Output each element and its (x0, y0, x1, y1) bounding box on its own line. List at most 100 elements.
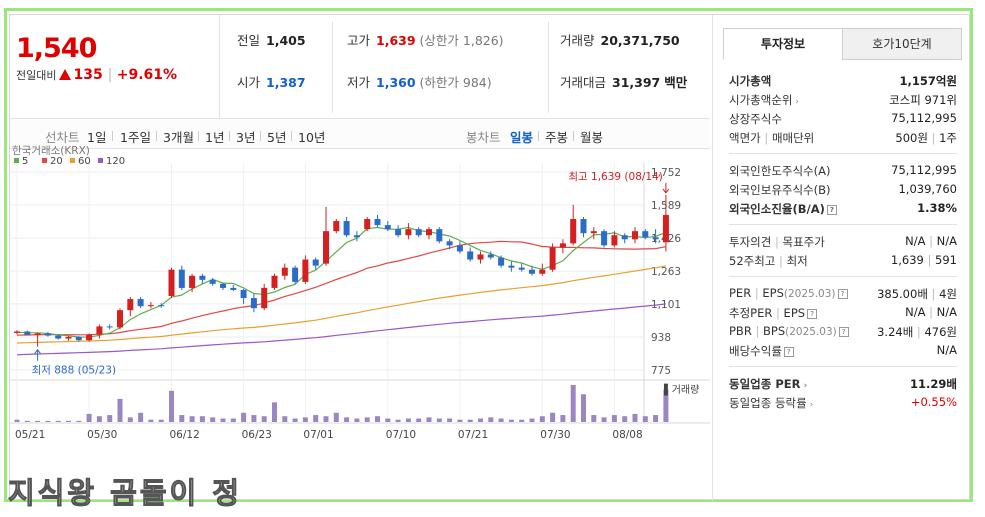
help-icon[interactable]: ? (838, 327, 849, 337)
help-icon[interactable]: ? (837, 289, 848, 299)
info-row-label: PBR | BPS(2025.03)? (729, 324, 849, 338)
info-row: 외국인소진율(B/A)? 1.38% (729, 201, 957, 219)
info-row: PBR | BPS(2025.03)? 3.24배 | 476원 (729, 324, 957, 342)
candle-body (570, 219, 577, 244)
volume-bar (45, 420, 51, 422)
info-row-label: 추정PER | EPS? (729, 305, 818, 321)
info-row: 시가총액순위 › 코스피 971위 (729, 92, 957, 110)
candle-monthly[interactable]: 월봉 (580, 130, 604, 145)
candle-body (189, 275, 196, 288)
candle-body (549, 247, 556, 270)
info-row-label: 배당수익률? (729, 343, 794, 359)
tab-quote-10[interactable]: 호가10단계 (842, 28, 962, 60)
volume-bar (107, 415, 113, 422)
y-tick-label: 1,752 (651, 167, 681, 179)
volume-bar (313, 415, 319, 422)
screenshot-frame (4, 8, 973, 502)
candle-body (34, 333, 41, 335)
candle-body (395, 229, 402, 236)
volume-bar (272, 402, 277, 422)
candle-body (353, 235, 360, 238)
period-3y[interactable]: 3년 (236, 130, 256, 145)
ma-line-120 (16, 303, 666, 356)
volume-bar (364, 417, 370, 422)
period-10y[interactable]: 10년 (298, 130, 326, 145)
x-tick-label: 07/21 (458, 429, 488, 441)
up-triangle-icon (59, 69, 72, 80)
help-icon[interactable]: ? (807, 309, 818, 319)
volume-bar (333, 412, 339, 422)
candle-body (199, 275, 206, 280)
info-row: 외국인보유주식수(B) 1,039,760 (729, 182, 957, 200)
change-row: 전일대비 135 | +9.61% (16, 67, 178, 83)
volume-bar (550, 412, 556, 422)
volume-bar (601, 417, 607, 422)
candle-body (632, 231, 638, 240)
candle-body (364, 219, 371, 230)
volume-bar (158, 419, 164, 422)
candle-chart-label: 봉차트 (466, 130, 501, 145)
candle-body (230, 287, 237, 290)
info-row-label: 52주최고 | 최저 (729, 254, 808, 268)
volume-bar (457, 419, 463, 422)
candle-body (55, 335, 62, 339)
info-row: 상장주식수 75,112,995 (729, 111, 957, 129)
candle-body (147, 305, 154, 307)
x-tick-label: 06/23 (242, 429, 272, 441)
candle-body (323, 231, 329, 264)
candle-body (65, 336, 72, 339)
min-label: 최저 888 (05/23) (32, 365, 117, 377)
info-row-value: 385.00배 | 4원 (877, 287, 957, 301)
quote-header: 1,540 전일대비 135 | +9.61% 전일 1,405 시가 1,387 고… (10, 15, 710, 119)
chevron-right-icon[interactable]: › (800, 381, 808, 391)
candle-body (24, 331, 31, 335)
info-row-label: PER | EPS(2025.03)? (729, 286, 848, 300)
period-1y[interactable]: 1년 (205, 130, 225, 145)
candle-body (333, 221, 340, 232)
volume-bar (663, 389, 669, 422)
info-row: 투자의견 | 목표주가 N/A | N/A (729, 234, 957, 252)
info-row-label: 시가총액순위 › (729, 93, 799, 107)
x-tick-label: 05/21 (15, 429, 45, 441)
candle-daily[interactable]: 일봉 (510, 130, 534, 145)
legend-label: 5 (22, 156, 28, 167)
info-row-label: 상장주식수 (729, 112, 782, 126)
volume-stat: 거래량 20,371,750 (560, 33, 680, 48)
candle-body (590, 231, 597, 234)
candle-body (117, 310, 123, 328)
candle-body (467, 251, 474, 260)
volume-bar (436, 418, 442, 422)
stock-widget: 1,540 전일대비 135 | +9.61% 전일 1,405 시가 1,387 고… (9, 14, 970, 501)
price-chart: 1,7521,5891,4261,2631,10193877505/2105/3… (10, 145, 710, 441)
current-price: 1,540 (16, 33, 97, 64)
change-rate: +9.61% (116, 67, 178, 83)
help-icon[interactable]: ? (826, 205, 837, 215)
chevron-right-icon[interactable]: › (792, 97, 799, 107)
volume-bar (117, 398, 123, 422)
period-3m[interactable]: 3개월 (163, 130, 194, 145)
volume-bar (76, 420, 82, 422)
period-1w[interactable]: 1주일 (120, 130, 151, 145)
info-row: 동일업종 PER › 11.29배 (729, 376, 957, 394)
candle-weekly[interactable]: 주봉 (545, 130, 569, 145)
legend-swatch (70, 158, 75, 163)
volume-bar (560, 415, 566, 422)
candle-body (240, 289, 247, 299)
period-1d[interactable]: 1일 (87, 130, 107, 145)
info-row-value: 1,639 | 591 (890, 253, 957, 267)
info-row-value: N/A (936, 343, 957, 357)
candle-body (302, 259, 309, 282)
candle-body (281, 267, 288, 276)
help-icon[interactable]: ? (783, 347, 794, 357)
period-5y[interactable]: 5년 (267, 130, 287, 145)
tab-investment-info[interactable]: 투자정보 (723, 28, 843, 60)
chevron-right-icon[interactable]: › (806, 400, 814, 410)
volume-bar (127, 417, 133, 422)
candle-body (436, 229, 443, 242)
change-label: 전일대비 (16, 69, 57, 82)
section-divider (729, 276, 957, 277)
candle-body (652, 237, 659, 240)
volume-bar (519, 419, 525, 422)
info-row-value: 1.38% (917, 201, 957, 215)
info-row: 시가총액 1,157억원 (729, 73, 957, 91)
